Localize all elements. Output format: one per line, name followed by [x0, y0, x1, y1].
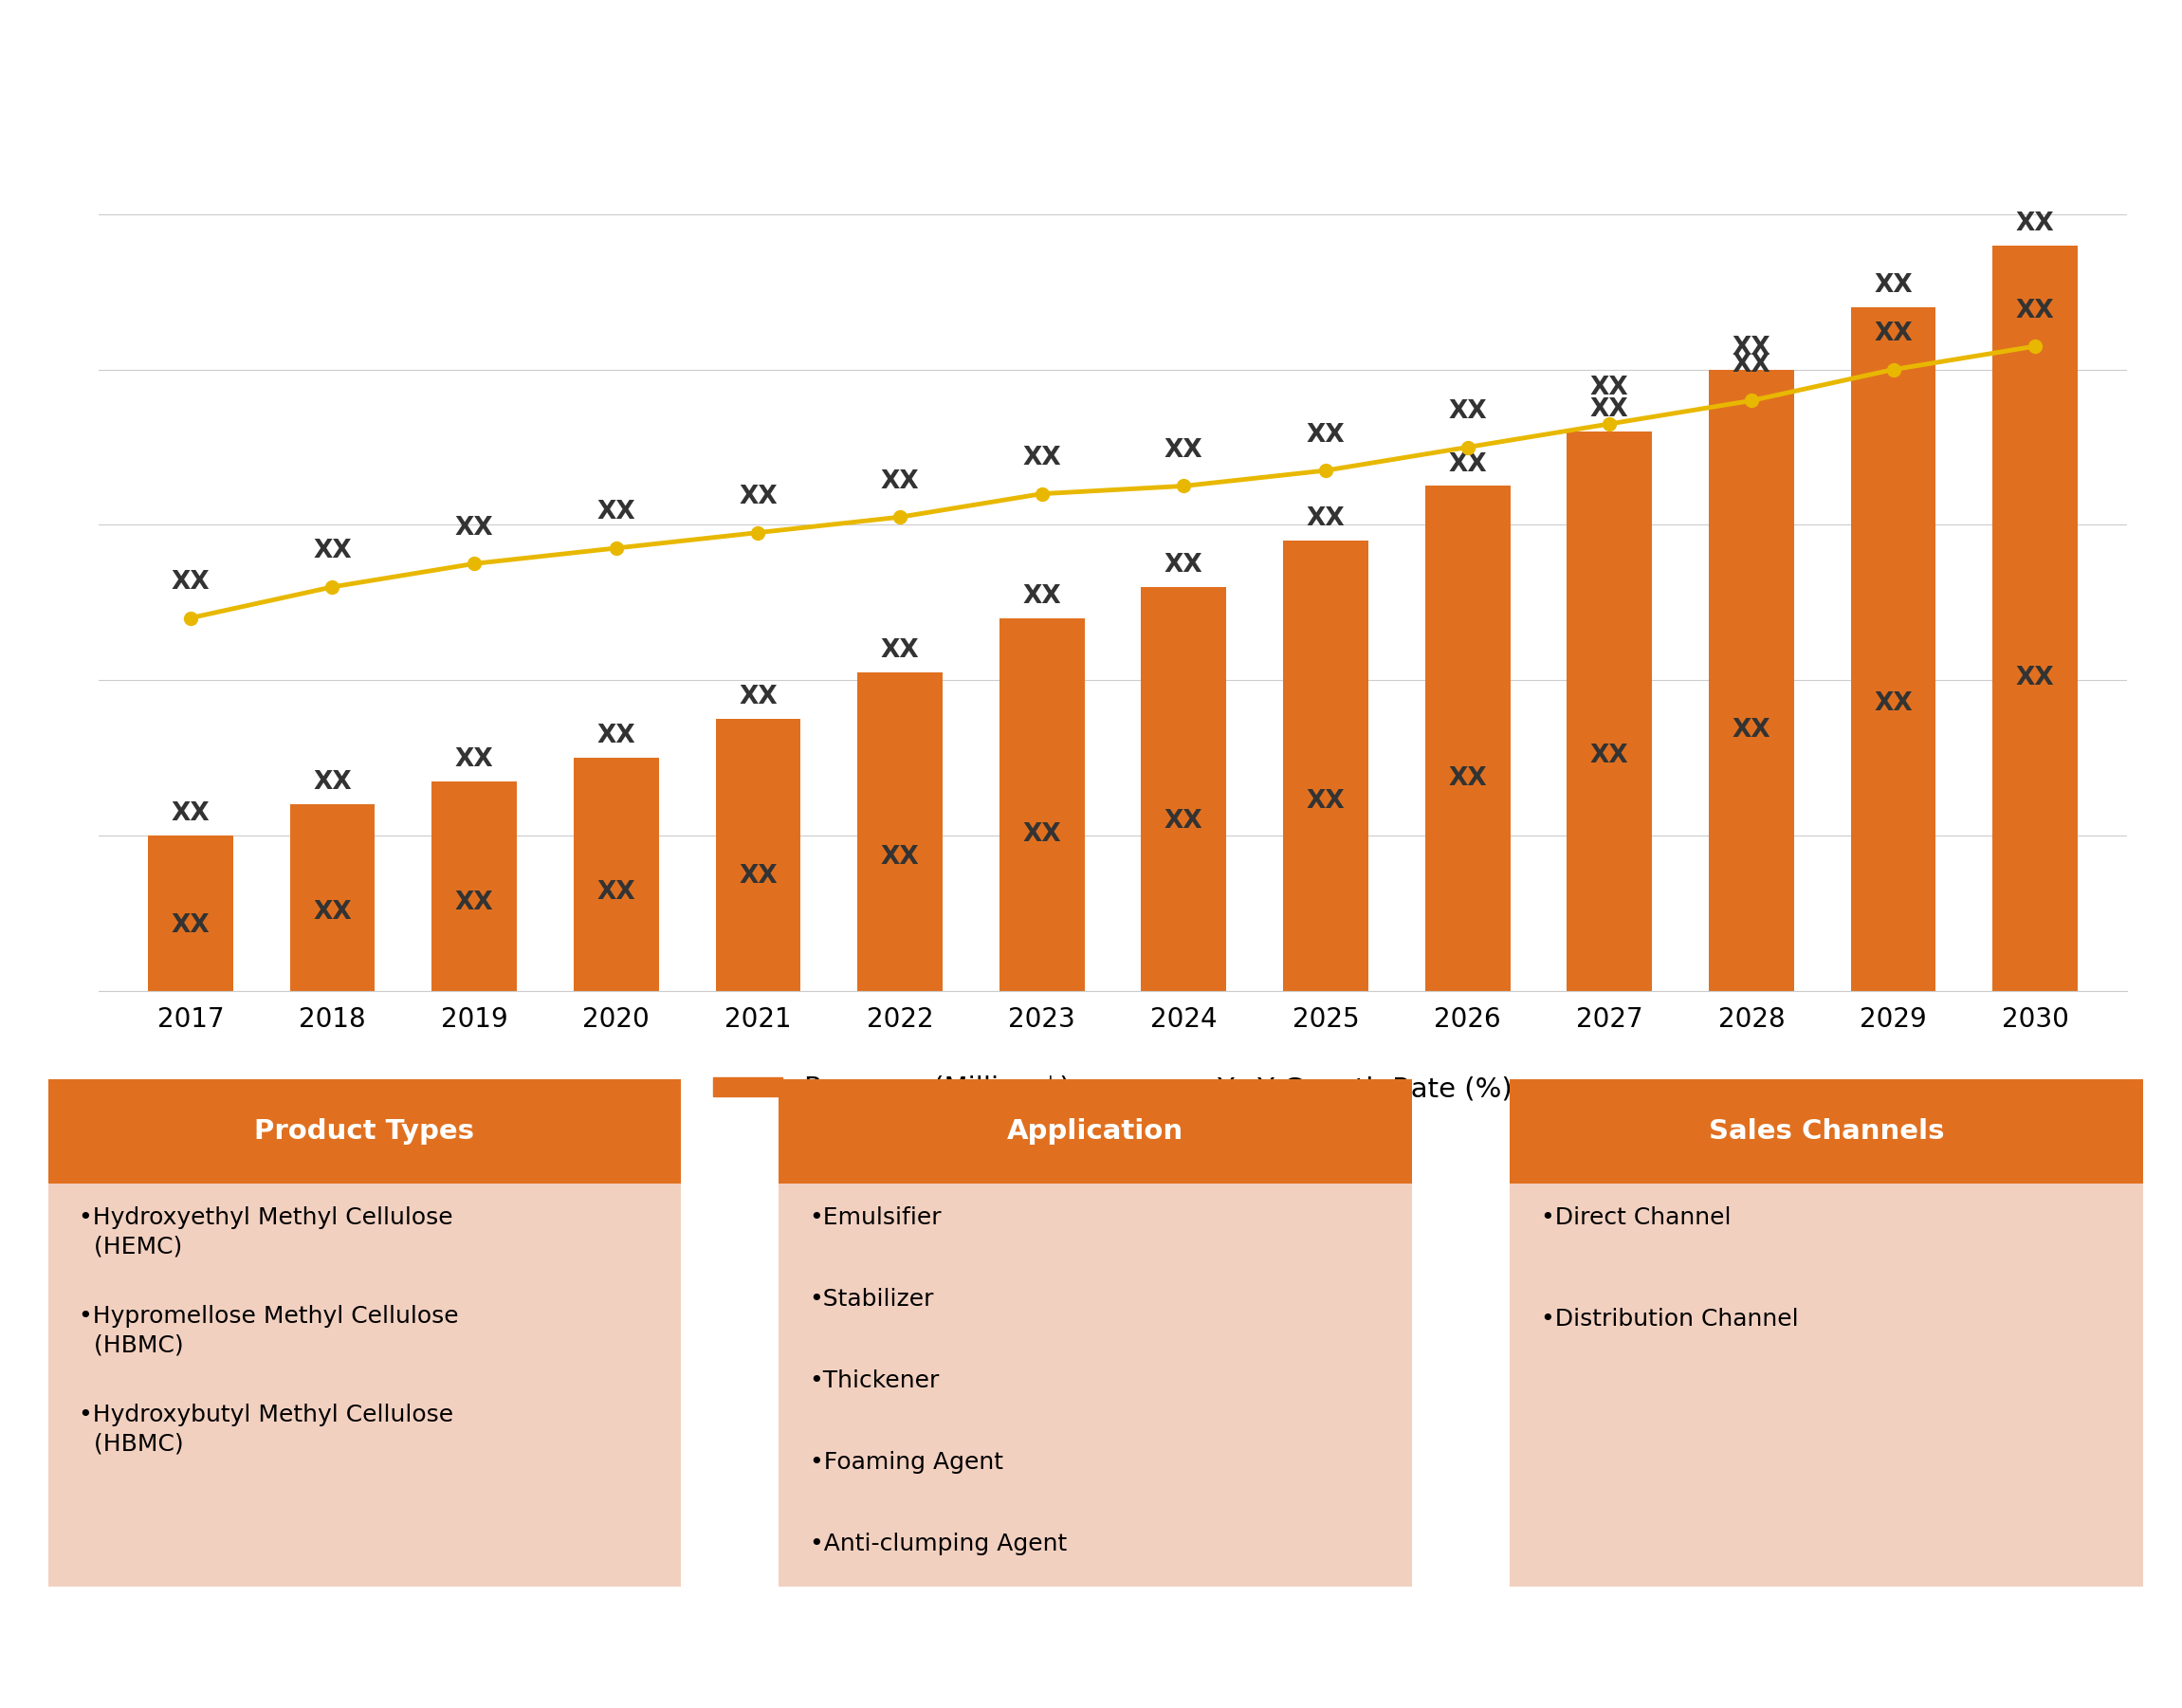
Bar [148, 835, 233, 991]
Text: XX: XX [454, 746, 493, 772]
Bar [290, 804, 375, 991]
Text: Fig. Global Ethyl Methyl Cellulose (EMC) Market Status and Outlook: Fig. Global Ethyl Methyl Cellulose (EMC)… [28, 34, 1434, 70]
Text: •Hypromellose Methyl Cellulose
  (HBMC): •Hypromellose Methyl Cellulose (HBMC) [79, 1305, 458, 1356]
Bar [779, 1079, 1412, 1587]
Text: XX: XX [882, 639, 919, 663]
Text: Website: www.theindustrystats.com: Website: www.theindustrystats.com [1484, 1647, 1997, 1670]
Text: •Direct Channel: •Direct Channel [1540, 1206, 1730, 1228]
Bar [48, 1079, 681, 1587]
Text: XX: XX [454, 516, 493, 540]
Text: XX: XX [1874, 321, 1914, 347]
Text: •Stabilizer: •Stabilizer [810, 1288, 934, 1310]
Text: XX: XX [1165, 437, 1202, 463]
Bar [1992, 246, 2077, 991]
Text: XX: XX [598, 881, 635, 905]
Text: Product Types: Product Types [255, 1119, 473, 1144]
Bar [1709, 369, 1794, 991]
Text: •Hydroxybutyl Methyl Cellulose
  (HBMC): •Hydroxybutyl Methyl Cellulose (HBMC) [79, 1404, 454, 1455]
Text: XX: XX [2016, 666, 2055, 690]
Text: XX: XX [2016, 299, 2055, 323]
Text: XX: XX [1023, 446, 1060, 470]
Text: Source: Theindustrystats Analysis: Source: Theindustrystats Analysis [65, 1647, 548, 1670]
Text: Application: Application [1008, 1119, 1183, 1144]
Bar [716, 719, 801, 991]
Text: Sales Channels: Sales Channels [1709, 1119, 1944, 1144]
Legend: Revenue (Million $), Y-oY Growth Rate (%): Revenue (Million $), Y-oY Growth Rate (%… [703, 1064, 1523, 1114]
Text: •Emulsifier: •Emulsifier [810, 1206, 943, 1228]
Text: XX: XX [1307, 422, 1344, 447]
Text: •Hydroxyethyl Methyl Cellulose
  (HEMC): •Hydroxyethyl Methyl Cellulose (HEMC) [79, 1206, 454, 1257]
Text: XX: XX [598, 500, 635, 524]
Bar [999, 618, 1084, 991]
Text: XX: XX [1733, 717, 1772, 741]
Text: XX: XX [598, 724, 635, 748]
Text: XX: XX [170, 570, 209, 594]
Bar [1850, 307, 1935, 991]
Text: XX: XX [170, 914, 209, 938]
Text: XX: XX [2016, 212, 2055, 236]
Text: XX: XX [312, 900, 351, 924]
Text: XX: XX [454, 890, 493, 915]
Text: •Thickener: •Thickener [810, 1370, 940, 1392]
Text: XX: XX [1591, 743, 1628, 769]
Bar [1567, 432, 1652, 991]
Text: •Distribution Channel: •Distribution Channel [1540, 1307, 1798, 1331]
Text: XX: XX [1023, 584, 1060, 608]
Bar [1510, 1079, 2143, 1587]
Text: XX: XX [1874, 692, 1914, 716]
Text: XX: XX [312, 540, 351, 564]
Text: XX: XX [312, 770, 351, 794]
Text: XX: XX [740, 864, 777, 888]
Bar [432, 781, 517, 991]
Text: XX: XX [740, 685, 777, 709]
Text: XX: XX [1449, 400, 1486, 424]
Text: •Anti-clumping Agent: •Anti-clumping Agent [810, 1532, 1067, 1556]
Bar [779, 1079, 1412, 1184]
Text: XX: XX [1733, 352, 1772, 377]
Text: XX: XX [1023, 822, 1060, 847]
Text: Email: sales@theindustrystats.com: Email: sales@theindustrystats.com [829, 1647, 1327, 1670]
Bar [1141, 588, 1226, 991]
Text: XX: XX [1449, 453, 1486, 477]
Bar [1283, 540, 1368, 991]
Text: XX: XX [1591, 376, 1628, 401]
Text: •Foaming Agent: •Foaming Agent [810, 1452, 1004, 1474]
Text: XX: XX [1733, 335, 1772, 360]
Bar [1425, 487, 1510, 991]
Text: XX: XX [882, 845, 919, 869]
Bar [1510, 1079, 2143, 1184]
Text: XX: XX [740, 485, 777, 509]
Bar [48, 1079, 681, 1184]
Text: XX: XX [882, 470, 919, 494]
Bar [574, 758, 659, 991]
Text: XX: XX [1307, 506, 1344, 531]
Text: XX: XX [170, 801, 209, 827]
Text: XX: XX [1591, 398, 1628, 422]
Text: XX: XX [1449, 767, 1486, 791]
Text: XX: XX [1165, 553, 1202, 577]
Text: XX: XX [1307, 789, 1344, 813]
Text: XX: XX [1165, 810, 1202, 834]
Bar [858, 673, 943, 991]
Text: XX: XX [1874, 273, 1914, 299]
